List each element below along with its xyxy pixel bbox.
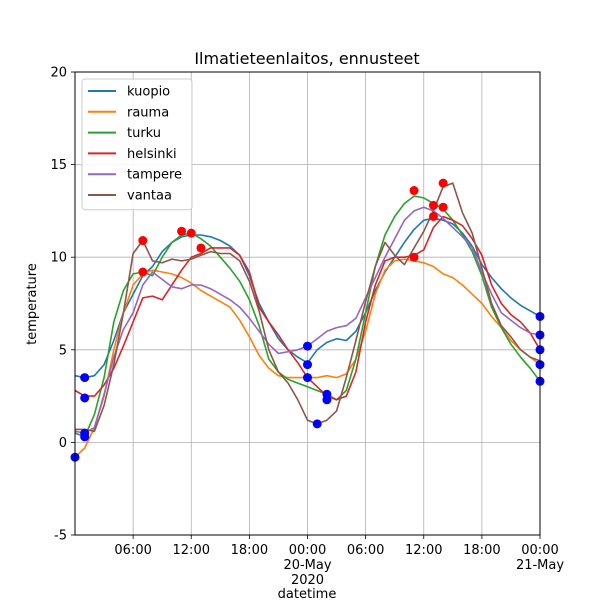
series-line-turku bbox=[74, 195, 541, 438]
legend-label-tampere: tampere bbox=[127, 168, 182, 183]
max-point-marker bbox=[409, 252, 419, 262]
min-point-marker bbox=[303, 360, 312, 370]
max-point-marker bbox=[196, 243, 206, 253]
legend-label-kuopio: kuopio bbox=[127, 85, 170, 100]
max-point-marker bbox=[438, 178, 448, 188]
y-tick-label: 20 bbox=[50, 66, 67, 81]
max-point-marker bbox=[428, 200, 438, 210]
min-point-marker bbox=[80, 373, 90, 383]
max-point-marker bbox=[177, 226, 187, 236]
legend-label-helsinki: helsinki bbox=[127, 147, 177, 162]
min-point-marker bbox=[80, 393, 90, 403]
min-point-marker bbox=[303, 341, 312, 351]
legend-label-turku: turku bbox=[127, 126, 161, 141]
x-tick-label: 12:00 bbox=[405, 543, 442, 558]
y-axis-ticks: -5 0 5 10 15 20 bbox=[50, 66, 75, 544]
x-tick-label: 18:00 bbox=[231, 543, 268, 558]
max-point-marker bbox=[138, 267, 148, 277]
max-point-marker bbox=[428, 211, 438, 221]
x-tick-label: 12:00 bbox=[173, 543, 210, 558]
legend: kuopio rauma turku helsinki tampere vantaa bbox=[81, 78, 193, 211]
y-tick-label: 0 bbox=[59, 436, 67, 451]
x-tick-label: 00:00 20-May 2020 bbox=[283, 543, 331, 588]
min-point-marker bbox=[80, 428, 90, 438]
max-point-marker bbox=[438, 202, 448, 212]
x-tick-label: 00:00 21-May bbox=[516, 543, 564, 573]
min-point-marker bbox=[322, 395, 332, 405]
y-tick-label: 10 bbox=[50, 251, 67, 266]
legend-label-rauma: rauma bbox=[127, 105, 169, 120]
max-point-marker bbox=[409, 186, 419, 196]
max-point-marker bbox=[138, 236, 148, 246]
legend-label-vantaa: vantaa bbox=[127, 189, 172, 204]
x-axis-ticks: 06:00 12:00 18:00 00:00 20-May 2020 06:00 12:00… bbox=[114, 535, 564, 588]
chart-title: Ilmatieteenlaitos, ennusteet bbox=[194, 49, 419, 68]
y-tick-label: 5 bbox=[59, 343, 67, 358]
y-axis-label: temperature bbox=[25, 263, 40, 345]
min-point-marker bbox=[312, 419, 322, 429]
max-point-marker bbox=[186, 228, 196, 238]
series-line-vantaa bbox=[75, 182, 541, 433]
x-axis-label: datetime bbox=[278, 587, 337, 600]
x-tick-label: 18:00 bbox=[463, 543, 500, 558]
min-point-marker bbox=[303, 373, 312, 383]
x-tick-label: 06:00 bbox=[114, 543, 151, 558]
x-tick-label: 06:00 bbox=[347, 543, 384, 558]
y-tick-label: 15 bbox=[50, 158, 67, 173]
y-tick-label: -5 bbox=[54, 529, 67, 544]
